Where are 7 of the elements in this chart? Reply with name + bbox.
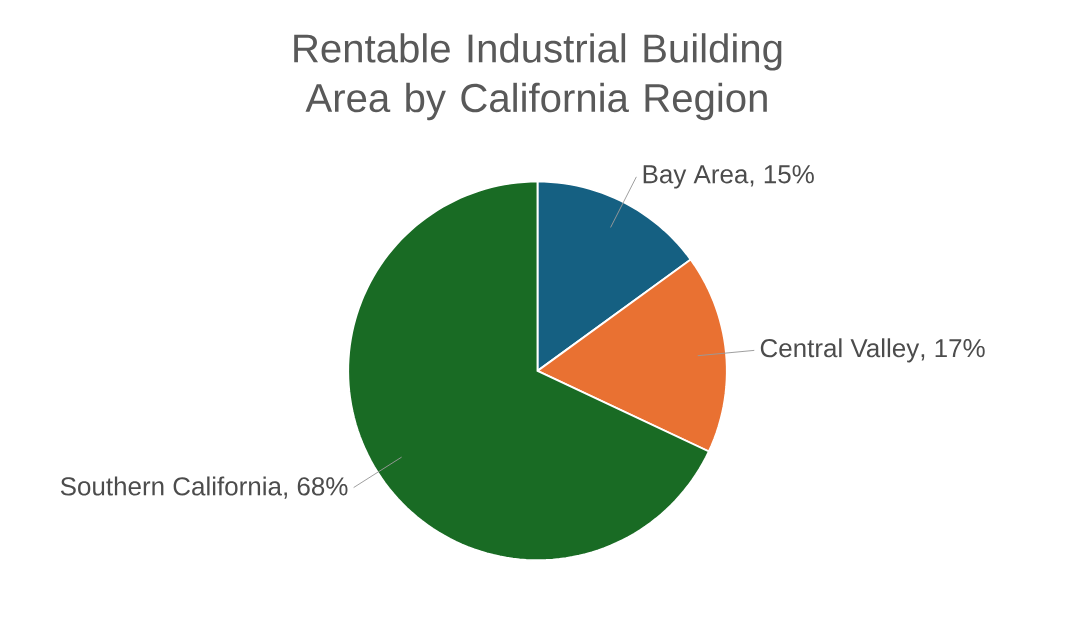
slice-label: Bay Area <box>643 165 749 189</box>
data-label: , 17% <box>921 339 985 361</box>
data-label: , 15% <box>750 165 814 187</box>
data-label: , 68% <box>284 477 348 499</box>
slice-label: Southern California <box>60 476 282 496</box>
chart-title: Rentable Industrial Building Area by California Region <box>294 33 782 121</box>
slice-label: Central Valley <box>760 338 920 363</box>
